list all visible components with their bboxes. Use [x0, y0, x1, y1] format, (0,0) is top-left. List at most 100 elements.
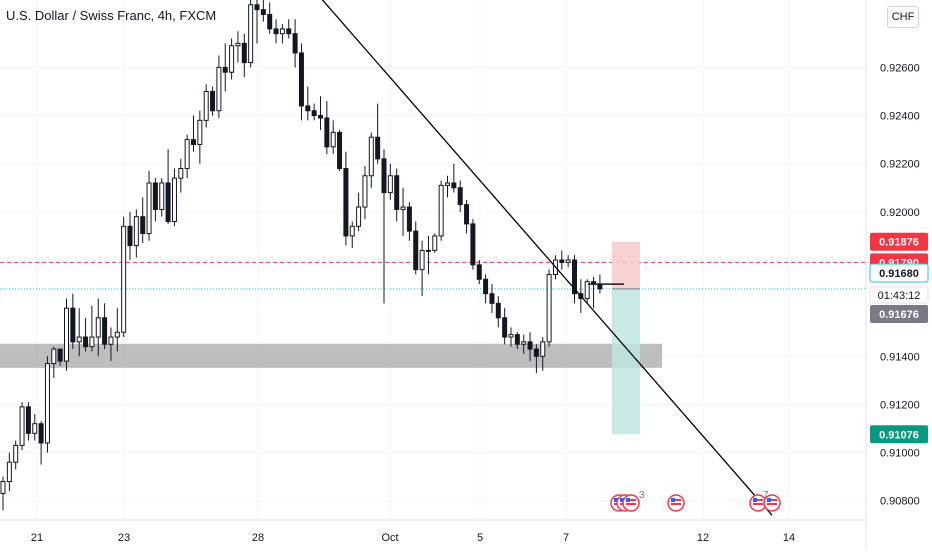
- flag-stripe: [767, 503, 777, 505]
- candle-body: [38, 423, 44, 444]
- candle-body: [76, 336, 82, 343]
- candle-body: [57, 348, 63, 362]
- flag-canton: [753, 498, 757, 502]
- candle-body: [457, 187, 463, 206]
- candle-body: [114, 331, 120, 338]
- candle-body: [584, 281, 590, 300]
- candle-body: [121, 225, 127, 333]
- candle-body: [64, 307, 69, 362]
- candle-body: [102, 317, 108, 345]
- y-tick-label: 0.90800: [880, 496, 920, 508]
- flag-canton: [620, 498, 624, 502]
- flag-stripe: [671, 499, 681, 501]
- candle-body: [311, 110, 317, 117]
- candle-body: [70, 307, 76, 343]
- candle-body: [203, 90, 209, 121]
- candle-body: [394, 175, 400, 210]
- price-label-bg: [870, 305, 928, 323]
- candle-body: [32, 423, 38, 434]
- candle-body: [445, 182, 450, 186]
- y-tick-label: 0.91000: [880, 448, 920, 460]
- x-tick-label: 12: [697, 532, 709, 544]
- candle-body: [13, 444, 19, 463]
- price-label-text: 0.91676: [879, 309, 919, 321]
- price-label-bid: 0.91676: [870, 305, 928, 323]
- candle-body: [572, 259, 577, 295]
- candle-body: [381, 158, 387, 194]
- flag-stripe: [753, 499, 763, 501]
- flag-stripe: [767, 499, 777, 501]
- candle-body: [495, 302, 501, 319]
- price-label-last: 0.91680: [869, 263, 929, 283]
- candle-body: [356, 206, 362, 227]
- flag-stripe: [753, 503, 763, 505]
- candle-body: [387, 175, 393, 194]
- y-tick-label: 0.91200: [880, 399, 920, 411]
- candle-body: [292, 33, 298, 54]
- candle-body: [184, 139, 190, 170]
- price-label-bg: [869, 263, 929, 283]
- price-label-text: 0.91076: [879, 429, 919, 441]
- candle-body: [260, 9, 266, 15]
- candle-body: [406, 206, 412, 232]
- candle-body: [546, 273, 552, 343]
- candle-body: [152, 182, 158, 210]
- price-label-target: 0.91076: [870, 425, 928, 444]
- candle-body: [375, 136, 381, 160]
- candle-body: [140, 216, 146, 235]
- candle-body: [514, 334, 520, 345]
- price-label-bg: [870, 425, 928, 444]
- candle-body: [171, 177, 177, 222]
- support-zone: [0, 343, 662, 368]
- candle-body: [159, 182, 165, 210]
- price-label-text: 0.91680: [879, 268, 919, 280]
- candle-body: [210, 90, 216, 112]
- candle-body: [318, 115, 323, 119]
- chart-title: U.S. Dollar / Swiss Franc, 4h, FXCM: [6, 8, 217, 23]
- candle-body: [438, 184, 444, 237]
- countdown-bg: [869, 286, 929, 304]
- event-count-label: 3: [639, 490, 645, 501]
- candle-body: [521, 341, 527, 345]
- candle-body: [349, 225, 355, 237]
- y-tick-label: 0.92000: [880, 207, 920, 219]
- candle-body: [337, 131, 343, 170]
- price-label-text: 0.91876: [879, 237, 919, 249]
- event-marker-icon: [763, 494, 781, 512]
- candle-body: [6, 461, 12, 482]
- y-tick-label: 0.92600: [880, 62, 920, 74]
- currency-button[interactable]: CHF: [887, 6, 919, 28]
- x-tick-label: 28: [252, 532, 264, 544]
- x-tick-label: 7: [563, 532, 569, 544]
- candle-body: [324, 117, 330, 148]
- candle-body: [362, 175, 368, 208]
- candle-body: [83, 336, 89, 348]
- candle-body: [222, 66, 228, 73]
- candle-body: [165, 182, 171, 222]
- candle-body: [248, 4, 254, 64]
- stop-loss-zone: [612, 241, 640, 289]
- candle-body: [419, 249, 425, 271]
- candle-body: [425, 249, 431, 252]
- candle-body: [559, 259, 565, 263]
- candle-body: [229, 45, 235, 73]
- candle-body: [25, 406, 31, 434]
- candle-body: [273, 28, 279, 35]
- candle-body: [432, 235, 438, 251]
- x-tick-label: 14: [783, 532, 795, 544]
- candle-body: [483, 278, 489, 295]
- price-label-stop: 0.91876: [870, 232, 928, 251]
- candle-body: [400, 206, 406, 210]
- trendline: [321, 0, 773, 516]
- candle-body: [191, 139, 196, 145]
- flag-stripe: [671, 503, 681, 505]
- flag-canton: [767, 498, 771, 502]
- candle-body: [368, 136, 374, 177]
- candle-body: [95, 317, 101, 338]
- take-profit-zone: [612, 288, 640, 435]
- candle-body: [330, 131, 336, 148]
- candle-body: [0, 480, 6, 495]
- candle-body: [470, 223, 476, 266]
